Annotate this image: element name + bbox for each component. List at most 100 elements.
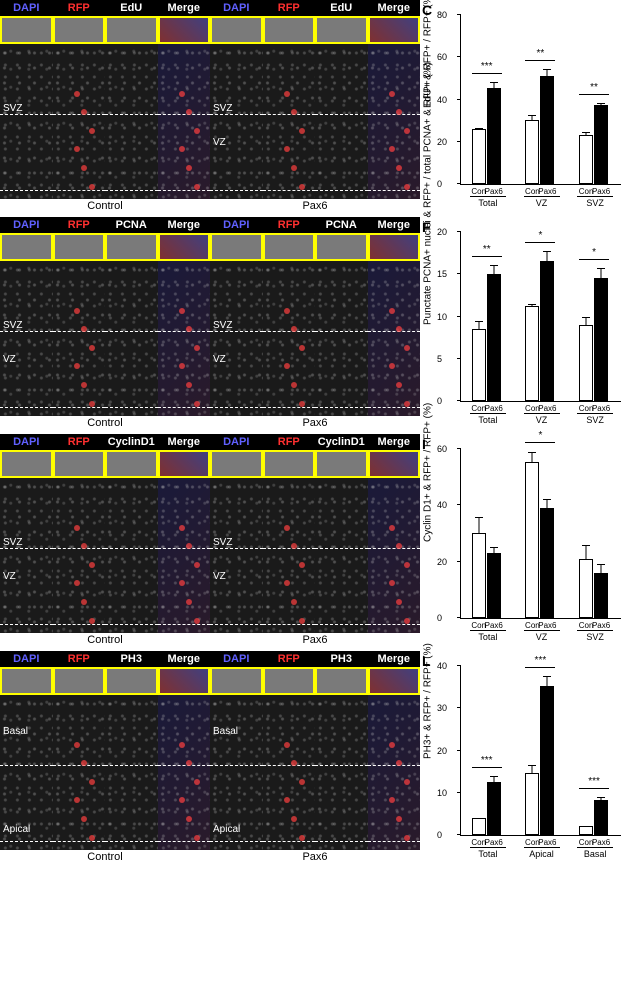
main-cell (263, 261, 316, 416)
y-tick-label: 20 (437, 746, 447, 756)
channel-label: RFP (263, 217, 316, 233)
bar-group (579, 800, 608, 835)
figure-row: ADAPIRFPEdUMergeSVZControlBDAPIRFPEdUMer… (0, 0, 641, 215)
significance-marker: *** (535, 655, 547, 666)
y-tick-label: 10 (437, 312, 447, 322)
image-panel-H: HDAPIRFPCyclinD1MergeSVZVZPax6 (210, 434, 420, 649)
inset-cell (315, 667, 368, 695)
condition-label: Control (0, 850, 210, 864)
inset-cell (263, 667, 316, 695)
channel-label: EdU (315, 0, 368, 16)
main-cell (368, 695, 421, 850)
main-cell (53, 44, 106, 199)
inset-cell (315, 233, 368, 261)
figure-row: JDAPIRFPPH3MergeBasalApicalControlKDAPIR… (0, 651, 641, 866)
image-panel-J: JDAPIRFPPH3MergeBasalApicalControl (0, 651, 210, 866)
inset-cell (368, 667, 421, 695)
x-tick-label: Pax6 (485, 404, 503, 413)
bar-pax6 (540, 508, 554, 619)
inset-cell (0, 233, 53, 261)
y-tick-label: 40 (437, 661, 447, 671)
main-cell (105, 261, 158, 416)
figure-row: GDAPIRFPCyclinD1MergeSVZVZControlHDAPIRF… (0, 434, 641, 649)
bar-pax6 (594, 278, 608, 401)
bar-group (579, 105, 608, 184)
region-label: VZ (213, 137, 226, 148)
inset-cell (210, 450, 263, 478)
inset-cell (315, 16, 368, 44)
inset-cell (263, 16, 316, 44)
inset-cell (53, 450, 106, 478)
main-cell (53, 261, 106, 416)
significance-marker: * (592, 247, 596, 258)
y-tick-label: 40 (437, 95, 447, 105)
channel-label: RFP (53, 217, 106, 233)
x-tick-label: Pax6 (592, 187, 610, 196)
channel-label: Merge (158, 0, 211, 16)
chart-area: 020406080***ConPax6Total**ConPax6VZ**Con… (460, 15, 621, 185)
chart-panel-I: ICyclin D1+ & RFP+ / RFP+ (%)0204060ConP… (420, 434, 631, 649)
channel-label: EdU (105, 0, 158, 16)
main-cell (105, 695, 158, 850)
main-cell (105, 478, 158, 633)
inset-cell (53, 667, 106, 695)
region-label: SVZ (3, 320, 22, 331)
region-label: VZ (3, 571, 16, 582)
inset-cell (263, 450, 316, 478)
y-tick-label: 5 (437, 354, 442, 364)
inset-cell (368, 450, 421, 478)
chart-panel-C: CEdU+ & RFP+ / RFP+ (%)020406080***ConPa… (420, 0, 631, 215)
channel-label: RFP (263, 651, 316, 667)
main-cell (158, 478, 211, 633)
y-tick-label: 10 (437, 788, 447, 798)
region-label: VZ (213, 354, 226, 365)
x-group-label: Apical (524, 847, 560, 859)
channel-label: RFP (53, 434, 106, 450)
figure-row: DDAPIRFPPCNAMergeSVZVZControlEDAPIRFPPCN… (0, 217, 641, 432)
y-tick-label: 0 (437, 396, 442, 406)
y-tick-label: 20 (437, 227, 447, 237)
panel-label: H (212, 436, 222, 452)
bar-pax6 (487, 782, 501, 835)
condition-label: Control (0, 416, 210, 430)
x-tick-label: Pax6 (592, 838, 610, 847)
region-label: SVZ (3, 103, 22, 114)
condition-label: Pax6 (210, 850, 420, 864)
main-cell (263, 695, 316, 850)
bar-control (579, 559, 593, 619)
figure-container: ADAPIRFPEdUMergeSVZControlBDAPIRFPEdUMer… (0, 0, 641, 866)
y-axis-label: Cyclin D1+ & RFP+ / RFP+ (%) (423, 402, 434, 541)
x-tick-label: Pax6 (592, 404, 610, 413)
inset-cell (158, 16, 211, 44)
y-axis-label: Punctate PCNA+ nuclei & RFP+ / total PCN… (423, 62, 434, 325)
region-label: SVZ (213, 320, 232, 331)
bar-group (472, 533, 501, 618)
condition-label: Pax6 (210, 199, 420, 213)
chart-area: 0204060ConPax6Total*ConPax6VZConPax6SVZ (460, 449, 621, 619)
condition-label: Pax6 (210, 416, 420, 430)
bar-group (525, 261, 554, 401)
image-panel-E: EDAPIRFPPCNAMergeSVZVZPax6 (210, 217, 420, 432)
x-group-label: SVZ (577, 630, 613, 642)
significance-marker: ** (590, 82, 598, 93)
inset-cell (210, 667, 263, 695)
channel-label: PCNA (315, 217, 368, 233)
main-cell (315, 695, 368, 850)
channel-label: Merge (158, 217, 211, 233)
main-cell: BasalApical (0, 695, 53, 850)
main-cell (263, 44, 316, 199)
main-cell: SVZ (0, 44, 53, 199)
main-cell (158, 695, 211, 850)
region-label: Basal (3, 726, 28, 737)
main-cell (158, 261, 211, 416)
channel-label: PH3 (315, 651, 368, 667)
region-label: VZ (213, 571, 226, 582)
main-cell: SVZVZ (210, 478, 263, 633)
main-cell: SVZVZ (0, 261, 53, 416)
bar-pax6 (487, 274, 501, 402)
bar-control (525, 773, 539, 835)
y-tick-label: 40 (437, 500, 447, 510)
channel-label: PCNA (105, 217, 158, 233)
main-cell (105, 44, 158, 199)
inset-cell (53, 233, 106, 261)
